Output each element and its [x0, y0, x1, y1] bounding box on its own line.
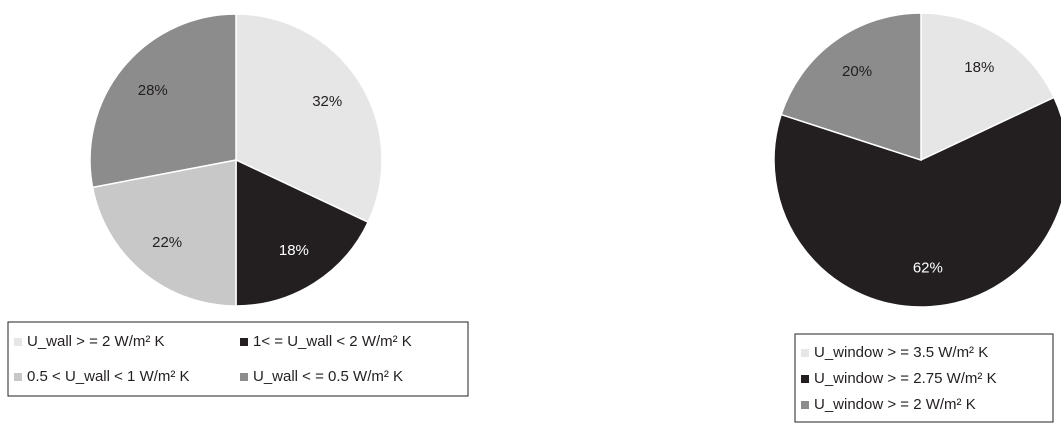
legend-swatch — [240, 373, 248, 381]
pie-slice — [920, 12, 1056, 162]
legend-swatch — [801, 375, 809, 383]
legend-swatch — [801, 349, 809, 357]
pie-slice — [773, 96, 1061, 308]
legend-label: U_wall < = 0.5 W/m² K — [253, 368, 403, 385]
legend-swatch — [14, 373, 22, 381]
pie-slice — [235, 13, 383, 224]
legend-label: U_window > = 2 W/m² K — [814, 396, 976, 413]
legend-swatch — [240, 338, 248, 346]
slice-label: 18% — [279, 242, 309, 259]
legend-label: U_window > = 3.5 W/m² K — [814, 344, 988, 361]
legend-label: U_window > = 2.75 W/m² K — [814, 370, 997, 387]
pie-slice — [89, 13, 237, 189]
legend-label: U_wall > = 2 W/m² K — [27, 333, 165, 350]
slice-label: 62% — [913, 260, 943, 277]
legend-label: 0.5 < U_wall < 1 W/m² K — [27, 368, 190, 385]
legend-swatch — [14, 338, 22, 346]
legend-label: 1< = U_wall < 2 W/m² K — [253, 333, 412, 350]
legend-box — [794, 333, 1054, 423]
slice-label: 32% — [312, 93, 342, 110]
legend-box — [7, 321, 469, 397]
pie-slice — [91, 159, 237, 307]
pie-slice — [780, 12, 922, 162]
slice-label: 18% — [964, 59, 994, 76]
slice-label: 28% — [138, 82, 168, 99]
slice-label: 20% — [842, 63, 872, 80]
pie-slice — [235, 158, 370, 307]
slice-label: 22% — [152, 234, 182, 251]
legend-swatch — [801, 401, 809, 409]
